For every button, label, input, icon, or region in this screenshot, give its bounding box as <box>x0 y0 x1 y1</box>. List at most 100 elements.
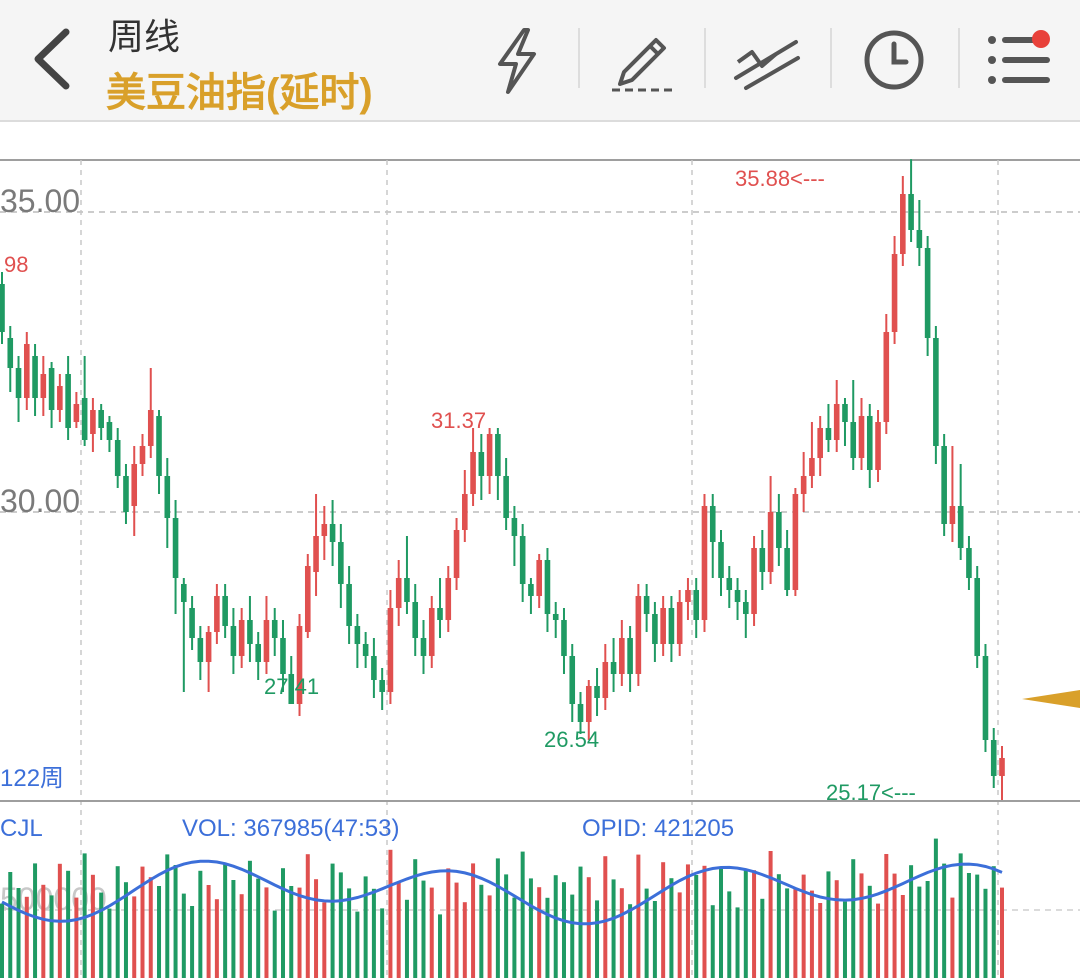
candle-body <box>982 656 989 740</box>
candle-body <box>428 608 435 656</box>
volume-bar <box>636 854 641 978</box>
candle-body <box>792 494 799 590</box>
volume-bar <box>553 875 558 978</box>
volume-bar <box>371 888 376 978</box>
candle-body <box>652 614 658 644</box>
volume-bar <box>710 905 715 978</box>
candle-body <box>263 620 270 662</box>
volume-bar <box>330 863 335 978</box>
volume-bar <box>619 888 624 978</box>
candle-body <box>288 674 295 704</box>
candle-body <box>23 344 30 398</box>
volume-label-opid: OPID: 421205 <box>582 815 734 842</box>
volume-bar <box>82 853 87 978</box>
toolbar-divider <box>578 28 580 88</box>
candle-body <box>676 602 683 644</box>
first-price-label: 98 <box>4 252 28 277</box>
volume-bar <box>49 895 54 978</box>
trendline-icon[interactable] <box>728 22 804 98</box>
volume-bar <box>727 891 732 978</box>
volume-bar <box>90 874 95 978</box>
candle-body <box>106 422 113 440</box>
volume-bar <box>429 887 434 978</box>
volume-bar <box>603 856 608 978</box>
candle-body <box>833 404 840 440</box>
volume-bar <box>884 854 889 978</box>
volume-bar <box>545 897 550 978</box>
candle-body <box>371 656 377 680</box>
candle-body <box>701 506 708 620</box>
volume-bar <box>338 872 343 978</box>
candle-body <box>495 434 501 476</box>
candle-body <box>743 602 749 614</box>
candle-body <box>40 374 47 398</box>
volume-bar <box>991 866 996 978</box>
clock-icon[interactable] <box>856 22 932 98</box>
pencil-icon[interactable] <box>602 22 678 98</box>
candle-body <box>230 626 237 656</box>
volume-bar <box>479 884 484 978</box>
candle-body <box>569 656 576 704</box>
candle-body <box>866 416 873 470</box>
volume-bar <box>214 899 219 978</box>
candle-body <box>668 608 675 644</box>
volume-bar <box>975 874 980 978</box>
volume-bar <box>900 895 905 978</box>
candle-body <box>65 374 71 428</box>
volume-bar <box>41 884 46 978</box>
volume-bar <box>223 864 228 978</box>
volume-bar <box>933 838 938 978</box>
candle-body <box>156 416 162 476</box>
volume-bar <box>454 882 459 978</box>
volume-bar <box>388 849 393 978</box>
candle-body <box>15 368 22 398</box>
volume-bars <box>0 838 1004 978</box>
candlestick-chart[interactable]: 35.00 30.00 98 35.88<--- 31.37 27.41 26.… <box>0 120 1080 978</box>
low-price-label: 27.41 <box>264 674 319 699</box>
volume-bar <box>942 863 947 978</box>
volume-bar <box>818 903 823 978</box>
candle-body <box>238 620 245 656</box>
volume-bar <box>8 872 13 978</box>
volume-bar <box>958 853 963 978</box>
lightning-icon[interactable] <box>478 22 554 98</box>
peak-price-label: 31.37 <box>431 408 486 433</box>
candle-body <box>577 704 584 722</box>
volume-bar <box>404 899 409 978</box>
volume-bar <box>917 886 922 978</box>
candle-body <box>875 422 881 470</box>
volume-bar <box>198 870 203 978</box>
candle-body <box>98 410 104 428</box>
y-tick-label: 30.00 <box>0 483 80 519</box>
candle-body <box>734 590 741 602</box>
volume-bar <box>950 897 955 978</box>
candle-body <box>271 620 278 638</box>
candle-body <box>858 416 865 458</box>
candle-body <box>916 230 923 248</box>
volume-bar <box>785 888 790 978</box>
candle-body <box>635 596 642 674</box>
candle-body <box>486 434 493 476</box>
candle-body <box>660 608 666 644</box>
period-label: 周线 <box>108 16 181 57</box>
candle-body <box>420 638 427 656</box>
back-chevron-icon[interactable] <box>26 26 86 92</box>
candle-body <box>478 452 485 476</box>
volume-bar <box>661 862 666 978</box>
volume-bar <box>438 914 443 978</box>
volume-bar <box>462 902 467 978</box>
volume-bar <box>768 851 773 978</box>
volume-bar <box>74 897 79 978</box>
volume-bar <box>16 888 21 978</box>
candle-body <box>759 548 766 572</box>
candle-body <box>321 524 328 536</box>
candle-body <box>709 506 716 542</box>
volume-bar <box>264 887 269 978</box>
volume-bar <box>909 865 914 978</box>
candle-body <box>395 578 402 608</box>
menu-list-icon[interactable] <box>982 22 1058 98</box>
volume-bar <box>719 868 724 978</box>
candle-body <box>519 536 526 584</box>
notification-badge <box>1032 30 1050 48</box>
volume-bar <box>644 888 649 978</box>
